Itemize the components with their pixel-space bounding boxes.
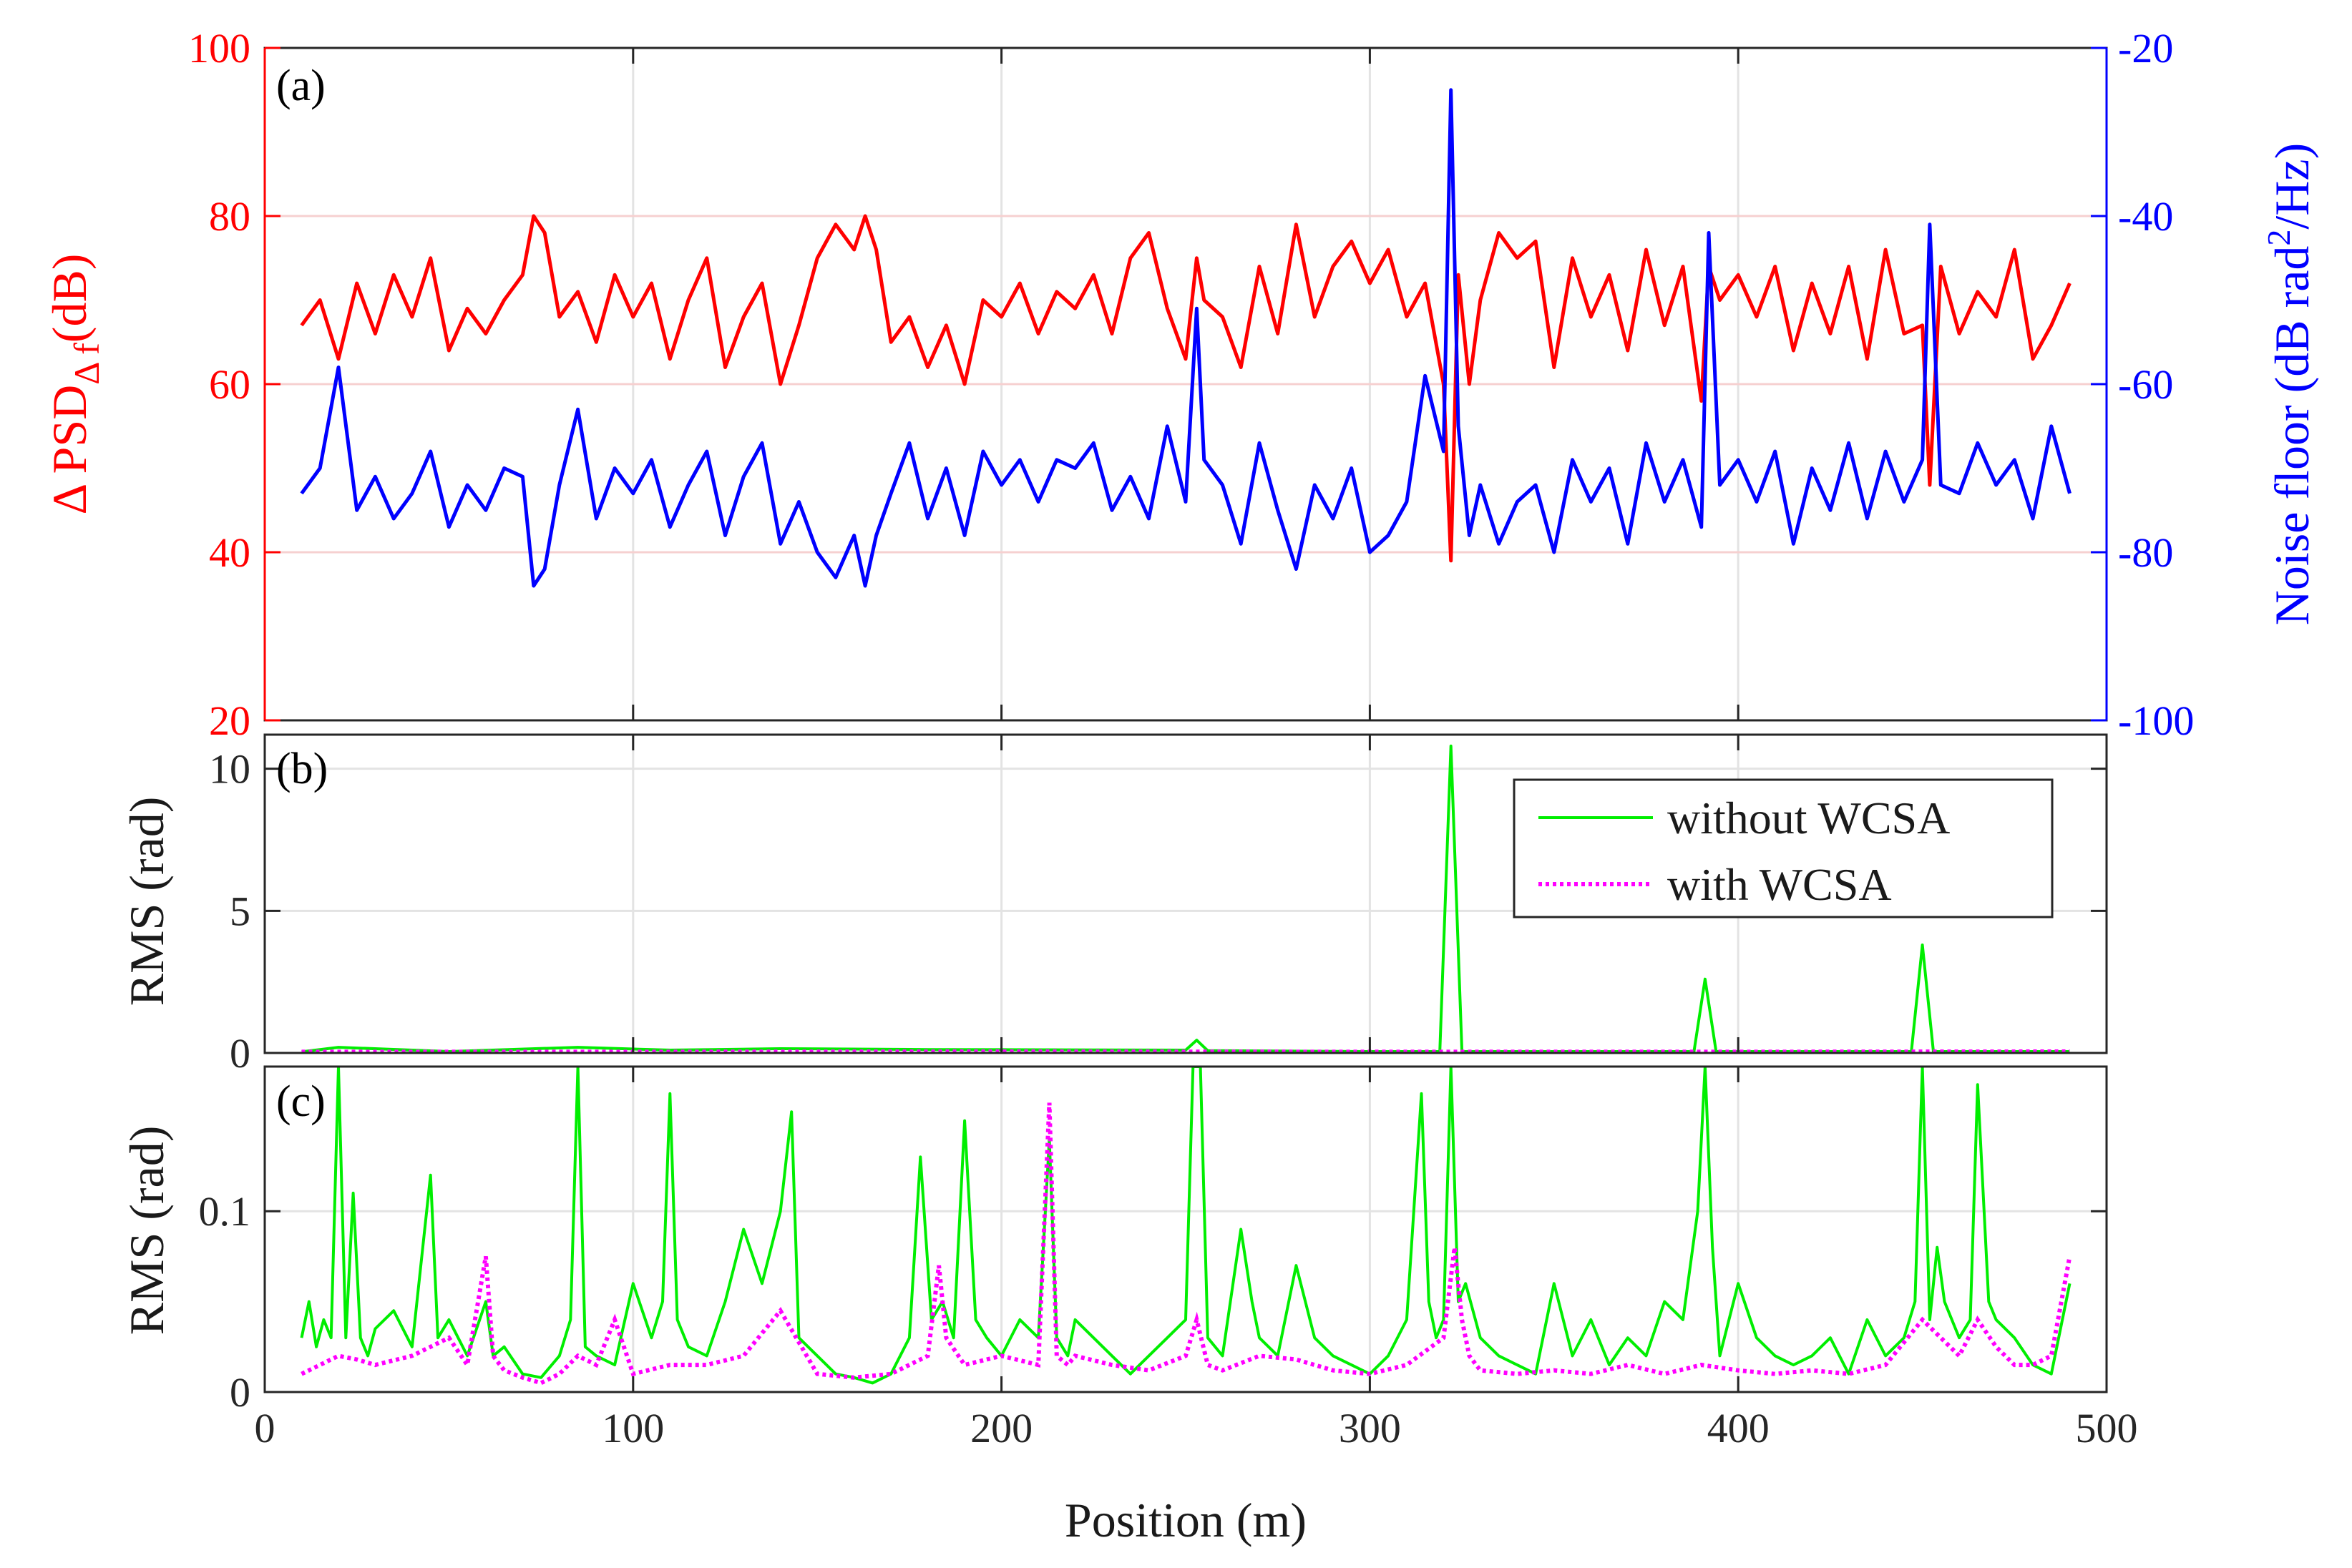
left-tick-label-20: 20 [209, 697, 250, 744]
panel-c-label: (c) [276, 1077, 326, 1126]
rms-without-wcsa-line-c [300, 1067, 2072, 1385]
right-axis-label: Noise floor (dB rad2/Hz) [2260, 143, 2319, 625]
x-tick-label-500: 500 [2076, 1405, 2138, 1451]
y-tick-label-0: 0 [230, 1369, 250, 1416]
right-tick-label--100: -100 [2118, 697, 2194, 744]
right-tick-label--20: -20 [2118, 25, 2173, 72]
panel-c: 00.1 0 100 200 300 400 500 (c) RMS (rad) Posi… [119, 1065, 2138, 1547]
panel-a-label: (a) [276, 62, 326, 110]
left-tick-label-80: 80 [209, 193, 250, 240]
left-tick-label-40: 40 [209, 529, 250, 576]
y-tick-label-10: 10 [209, 746, 250, 793]
panel-a-left-ticks: 20 40 60 80 100 [188, 25, 280, 744]
panel-c-grid [265, 1067, 2107, 1392]
right-tick-label--40: -40 [2118, 193, 2173, 240]
left-axis-label: Δ PSDΔ f(dB) [42, 254, 107, 515]
left-tick-label-60: 60 [209, 361, 250, 408]
x-tick-label-400: 400 [1707, 1405, 1770, 1451]
x-axis-ticks: 0 100 200 300 400 500 [255, 1405, 2138, 1451]
legend: without WCSA with WCSA [1513, 778, 2054, 918]
legend-label-with-wcsa: with WCSA [1667, 859, 1892, 910]
left-axis-label-unit: (dB) [42, 254, 97, 343]
x-tick-label-0: 0 [255, 1405, 275, 1451]
panel-c-border [263, 1065, 2108, 1393]
noise-floor-line [300, 88, 2072, 588]
panel-c-frame [263, 1065, 2108, 1393]
legend-box [1513, 778, 2054, 918]
panel-a-grid [265, 48, 2107, 720]
panel-a-right-ticks: -100 -80 -60 -40 -20 [2091, 25, 2194, 744]
panel-b-ylabel: RMS (rad) [119, 797, 174, 1006]
panel-b-ticks: 0 5 10 [209, 746, 2107, 1077]
left-tick-label-100: 100 [188, 25, 250, 72]
left-axis-label-sub: Δ f [67, 343, 107, 385]
x-tick-label-300: 300 [1339, 1405, 1401, 1451]
panel-b-border [263, 733, 2108, 1054]
right-axis-label-end: /Hz) [2265, 143, 2319, 230]
panel-a: 20 40 60 80 100 -100 -80 -60 -40 -20 (a) Δ PSDΔ … [42, 25, 2319, 744]
panel-c-ylabel: RMS (rad) [119, 1126, 174, 1336]
psd-line [300, 214, 2072, 563]
x-tick-label-200: 200 [970, 1405, 1033, 1451]
legend-label-without-wcsa: without WCSA [1667, 793, 1950, 843]
y-tick-label-0.1: 0.1 [199, 1188, 251, 1235]
panel-c-ticks: 00.1 [199, 1188, 2107, 1416]
panel-c-background [265, 1067, 2107, 1392]
y-tick-label-0: 0 [230, 1030, 250, 1077]
left-axis-label-main: Δ PSD [42, 385, 97, 515]
x-axis-label: Position (m) [1065, 1493, 1307, 1547]
y-tick-label-5: 5 [230, 888, 250, 934]
panel-b-frame [263, 733, 2108, 1054]
x-tick-label-100: 100 [602, 1405, 664, 1451]
right-tick-label--60: -60 [2118, 361, 2173, 408]
right-tick-label--80: -80 [2118, 529, 2173, 576]
panel-b: 0 5 10 (b) RMS (rad) without WCSA with WCS… [119, 733, 2108, 1077]
right-axis-label-main: Noise floor (dB rad [2265, 246, 2319, 626]
right-axis-label-sup: 2 [2260, 230, 2297, 246]
panel-b-label: (b) [276, 745, 328, 793]
